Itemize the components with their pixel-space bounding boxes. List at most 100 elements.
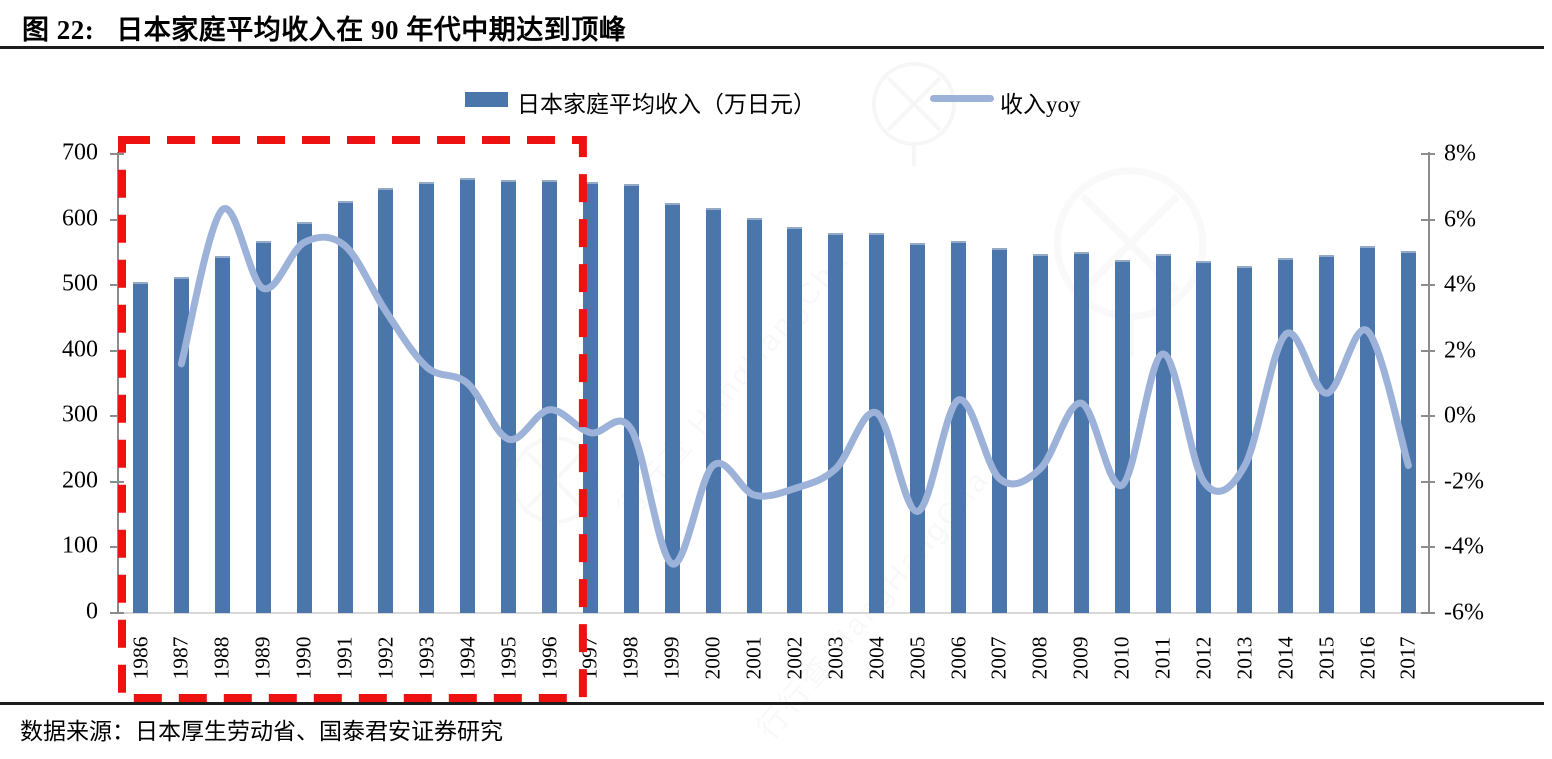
- left-axis-tick-label: 100: [62, 532, 98, 559]
- x-axis-label-1997: 1997: [577, 636, 602, 680]
- bar-1994: [460, 177, 476, 613]
- right-axis-tick-label: 8%: [1444, 140, 1476, 167]
- right-axis-tick: [1421, 480, 1435, 483]
- x-axis-label-2013: 2013: [1232, 636, 1257, 680]
- right-axis-line: [1428, 152, 1430, 613]
- bar-2007: [991, 248, 1007, 613]
- bar-1999: [664, 202, 680, 613]
- title-divider: [0, 46, 1544, 49]
- right-axis-tick-label: -2%: [1444, 468, 1484, 495]
- bar-1992: [378, 188, 394, 613]
- bar-1989: [255, 241, 271, 613]
- bar-2002: [787, 226, 803, 613]
- x-axis-label-1998: 1998: [618, 636, 643, 680]
- x-axis-label-2011: 2011: [1150, 636, 1175, 680]
- bar-2015: [1319, 254, 1335, 613]
- x-axis-label-2010: 2010: [1109, 636, 1134, 680]
- right-axis-tick-label: -4%: [1444, 533, 1484, 560]
- right-axis-tick: [1421, 415, 1435, 418]
- bar-2000: [705, 208, 721, 613]
- x-axis-label-2015: 2015: [1314, 636, 1339, 680]
- brand-logo-watermark: [872, 62, 956, 166]
- x-axis-label-1994: 1994: [455, 636, 480, 680]
- figure-number: 图 22:: [22, 15, 95, 45]
- left-axis-tick: [110, 612, 124, 614]
- bar-1996: [542, 179, 557, 613]
- bar-1990: [296, 221, 312, 613]
- bar-1991: [337, 201, 353, 613]
- legend-bar-label: 日本家庭平均收入（万日元）: [517, 92, 816, 117]
- left-axis-tick: [110, 218, 124, 221]
- bar-2006: [951, 241, 966, 613]
- legend-bar-swatch: [465, 92, 508, 107]
- right-axis-tick: [1421, 284, 1435, 287]
- bar-2011: [1155, 253, 1171, 613]
- legend-line-label: 收入yoy: [1000, 92, 1081, 117]
- left-axis-tick-label: 700: [62, 139, 98, 166]
- bar-2013: [1237, 266, 1253, 613]
- x-axis-label-1992: 1992: [373, 636, 398, 680]
- x-axis-label-2006: 2006: [946, 636, 970, 680]
- x-axis-label-2008: 2008: [1027, 636, 1052, 680]
- right-axis-tick-label: 0%: [1444, 402, 1476, 429]
- x-axis-line: [118, 612, 1428, 614]
- bar-2001: [746, 218, 762, 613]
- right-axis-tick: [1421, 153, 1435, 155]
- x-axis-label-2007: 2007: [986, 636, 1011, 680]
- bar-1988: [214, 255, 230, 613]
- x-axis-label-1999: 1999: [659, 636, 684, 680]
- bar-2009: [1073, 252, 1089, 613]
- left-axis-tick: [110, 415, 124, 418]
- left-axis-tick-label: 0: [86, 598, 98, 625]
- bar-1987: [173, 276, 189, 613]
- bar-2017: [1400, 251, 1416, 613]
- x-axis-label-2014: 2014: [1273, 636, 1298, 680]
- x-axis-label-2012: 2012: [1191, 636, 1216, 680]
- x-axis-label-1987: 1987: [168, 636, 193, 680]
- right-axis-tick-label: 6%: [1444, 206, 1476, 233]
- bar-2014: [1278, 257, 1294, 613]
- right-axis-tick: [1421, 349, 1435, 352]
- footer-divider: [0, 702, 1544, 705]
- left-axis-tick-label: 200: [62, 467, 98, 494]
- legend-line-swatch: [930, 95, 994, 102]
- x-axis-label-2017: 2017: [1395, 636, 1420, 680]
- left-axis-tick-label: 600: [62, 204, 98, 231]
- x-axis-label-2000: 2000: [700, 636, 725, 680]
- x-axis-label-2005: 2005: [905, 636, 930, 680]
- right-axis-tick: [1421, 546, 1435, 549]
- x-axis-label-2004: 2004: [864, 636, 889, 680]
- bar-1993: [419, 181, 435, 613]
- left-axis-tick-label: 300: [62, 401, 98, 428]
- left-axis-tick: [110, 284, 124, 287]
- x-axis-label-1996: 1996: [537, 636, 561, 680]
- x-axis-label-1990: 1990: [291, 636, 316, 680]
- x-axis-label-2001: 2001: [741, 636, 766, 680]
- left-axis-tick: [110, 480, 124, 483]
- x-axis-label-1995: 1995: [496, 636, 521, 680]
- bar-2005: [910, 243, 926, 613]
- right-axis-tick: [1421, 612, 1435, 614]
- x-axis-label-2002: 2002: [782, 636, 807, 680]
- bar-1995: [501, 180, 517, 613]
- left-axis-tick-label: 400: [62, 336, 98, 363]
- left-axis-tick: [110, 546, 124, 549]
- figure-title: 图 22: 日本家庭平均收入在 90 年代中期达到顶峰: [22, 8, 626, 47]
- right-axis-tick-label: -6%: [1444, 599, 1484, 626]
- x-axis-label-1993: 1993: [414, 636, 439, 680]
- right-axis-tick-label: 4%: [1444, 271, 1476, 298]
- left-axis-line: [117, 152, 119, 613]
- x-axis-label-1989: 1989: [250, 636, 275, 680]
- left-axis-tick: [110, 153, 124, 155]
- bar-2016: [1360, 245, 1375, 613]
- bar-2003: [828, 232, 844, 613]
- x-axis-label-2016: 2016: [1355, 636, 1379, 680]
- x-axis-label-1991: 1991: [332, 636, 357, 680]
- bar-2012: [1196, 260, 1212, 613]
- right-axis-tick: [1421, 218, 1435, 221]
- bar-1986: [133, 281, 148, 613]
- bar-2004: [869, 232, 885, 613]
- left-axis-tick-label: 500: [62, 270, 98, 297]
- figure-title-text: 日本家庭平均收入在 90 年代中期达到顶峰: [116, 15, 627, 45]
